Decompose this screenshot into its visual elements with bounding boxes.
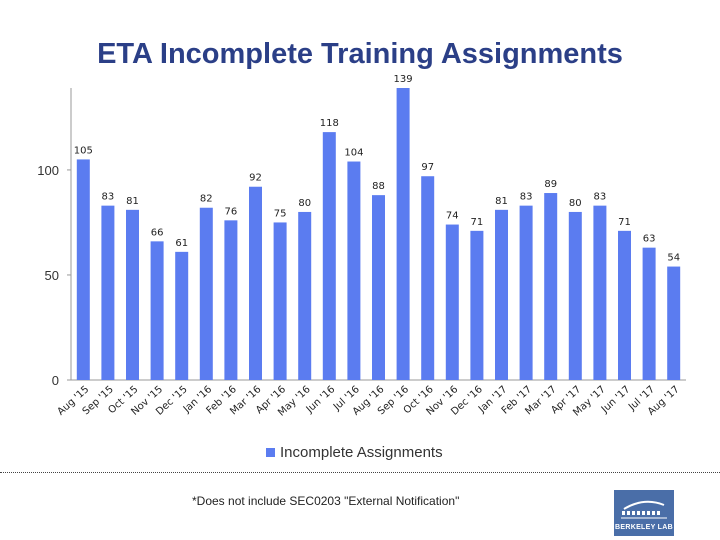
bar [76, 159, 90, 380]
data-label: 61 [175, 238, 188, 249]
chart-title: ETA Incomplete Training Assignments [97, 38, 623, 70]
divider [0, 472, 720, 473]
bar [347, 161, 361, 380]
bar [396, 88, 410, 380]
legend-label: Incomplete Assignments [280, 444, 443, 461]
bar [322, 132, 336, 380]
data-label: 75 [274, 208, 287, 219]
bar [544, 193, 558, 380]
data-label: 81 [495, 196, 508, 207]
bar [150, 241, 164, 380]
data-label: 104 [344, 148, 363, 159]
bar [618, 230, 631, 380]
data-label: 88 [372, 181, 385, 192]
data-label: 71 [618, 217, 631, 228]
data-label: 118 [320, 118, 339, 129]
data-label: 105 [74, 145, 93, 156]
legend-swatch [266, 448, 275, 457]
data-label: 81 [126, 196, 139, 207]
bar [298, 211, 312, 380]
data-label: 92 [249, 173, 262, 184]
data-label: 83 [594, 192, 607, 203]
data-label: 63 [643, 234, 656, 245]
berkeley-lab-logo-icon: BERKELEY LAB [614, 490, 674, 536]
bar [199, 207, 213, 380]
data-label: 83 [520, 192, 533, 203]
bar [495, 209, 508, 380]
data-label: 80 [298, 198, 311, 209]
data-label: 54 [667, 253, 680, 264]
bar [421, 176, 435, 380]
data-label: 139 [394, 74, 413, 85]
data-label: 80 [569, 198, 582, 209]
bar [568, 211, 582, 380]
data-label: 83 [102, 192, 115, 203]
legend: Incomplete Assignments [266, 444, 443, 461]
bar [445, 224, 459, 380]
data-label: 82 [200, 194, 213, 205]
data-label: 76 [225, 206, 238, 217]
bar [126, 209, 139, 380]
bar [249, 186, 262, 380]
bar [642, 247, 656, 380]
bar [101, 205, 115, 380]
bar [519, 205, 533, 380]
bar [175, 251, 189, 380]
bar [593, 205, 607, 380]
y-tick-label: 50 [45, 268, 59, 283]
bar [372, 195, 385, 380]
data-label: 89 [544, 179, 557, 190]
data-label: 71 [471, 217, 484, 228]
bar [667, 266, 681, 380]
data-label: 66 [151, 227, 164, 238]
data-label: 74 [446, 211, 459, 222]
bar [470, 230, 484, 380]
footnote: *Does not include SEC0203 "External Noti… [192, 494, 460, 508]
y-tick-label: 0 [52, 373, 59, 388]
y-tick-label: 100 [37, 163, 59, 178]
bar [224, 220, 238, 380]
data-label: 97 [421, 162, 434, 173]
bar [273, 222, 287, 380]
logo-text: BERKELEY LAB [615, 524, 673, 531]
